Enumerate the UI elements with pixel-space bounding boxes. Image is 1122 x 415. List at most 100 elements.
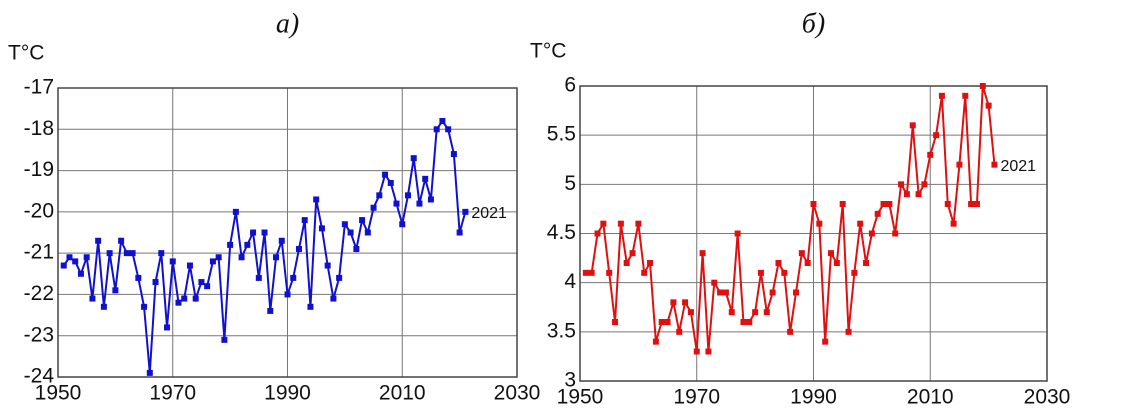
data-point xyxy=(979,83,986,89)
data-point xyxy=(594,230,601,237)
data-point xyxy=(588,269,595,276)
data-point xyxy=(301,217,308,224)
data-point xyxy=(227,241,234,248)
data-point xyxy=(676,328,683,335)
x-tick-label: 1950 xyxy=(35,382,82,405)
data-point xyxy=(95,237,102,244)
x-tick-label: 2010 xyxy=(379,382,426,405)
data-point xyxy=(439,118,446,125)
data-point xyxy=(874,210,881,217)
data-point xyxy=(991,161,998,168)
data-point xyxy=(629,250,636,257)
data-point xyxy=(66,254,73,261)
data-point xyxy=(427,196,434,203)
data-point xyxy=(238,254,245,261)
data-point xyxy=(353,246,360,253)
data-point xyxy=(670,299,677,306)
data-point xyxy=(985,102,992,109)
data-point xyxy=(711,279,718,286)
data-point xyxy=(606,269,613,276)
data-point xyxy=(60,262,67,269)
data-point xyxy=(141,303,148,310)
y-tick-label: -17 xyxy=(24,76,54,99)
y-tick-label: 3.5 xyxy=(547,319,576,342)
annotation: 2021 xyxy=(1000,158,1036,175)
y-tick-label: 4.5 xyxy=(547,221,576,244)
data-point xyxy=(956,161,963,168)
data-point xyxy=(393,200,400,207)
data-point xyxy=(600,220,607,227)
data-point xyxy=(816,220,823,227)
data-point xyxy=(456,229,463,236)
data-point xyxy=(582,269,589,276)
data-point xyxy=(763,309,770,316)
data-point xyxy=(416,200,423,207)
data-point xyxy=(740,319,747,325)
data-point xyxy=(857,220,864,227)
data-point xyxy=(307,303,314,310)
data-point xyxy=(757,269,764,276)
data-point xyxy=(682,299,689,306)
data-line xyxy=(62,119,467,373)
data-point xyxy=(318,225,325,232)
data-point xyxy=(410,155,417,162)
data-point xyxy=(664,319,671,325)
data-point xyxy=(892,230,899,237)
data-point xyxy=(181,295,188,302)
data-point xyxy=(944,201,951,207)
data-point xyxy=(221,336,228,343)
data-point xyxy=(886,201,893,207)
data-point xyxy=(968,201,975,207)
data-point xyxy=(769,289,776,296)
data-point xyxy=(232,208,239,215)
data-point xyxy=(250,229,257,236)
data-point xyxy=(921,181,928,188)
data-point xyxy=(278,237,285,244)
data-point xyxy=(909,122,916,129)
data-point xyxy=(445,126,452,133)
y-tick-label: -18 xyxy=(24,117,54,140)
data-point xyxy=(422,175,429,182)
data-point xyxy=(927,151,934,158)
y-tick-label: 6 xyxy=(564,74,576,97)
x-tick-label: 2030 xyxy=(1024,386,1071,409)
data-point xyxy=(330,295,337,302)
data-point xyxy=(433,126,440,133)
data-point xyxy=(186,262,193,269)
plot-border xyxy=(57,87,518,378)
x-tick-label: 2030 xyxy=(494,382,541,405)
data-point xyxy=(652,338,659,345)
data-point xyxy=(370,204,377,211)
data-point xyxy=(950,220,957,227)
x-tick-label: 1970 xyxy=(673,386,720,409)
data-point xyxy=(898,181,905,188)
data-point xyxy=(273,254,280,261)
data-point xyxy=(77,270,84,277)
data-point xyxy=(284,291,291,298)
data-point xyxy=(787,328,794,335)
data-point xyxy=(164,324,171,331)
data-point xyxy=(215,254,222,261)
data-point xyxy=(962,92,969,99)
data-point xyxy=(746,319,753,325)
data-point xyxy=(693,348,700,355)
y-tick-label: -23 xyxy=(24,323,54,346)
data-point xyxy=(198,279,205,286)
annotation: 2021 xyxy=(471,205,507,222)
data-point xyxy=(106,250,113,257)
y-tick-label: -19 xyxy=(24,158,54,181)
y-tick-label: 3 xyxy=(564,369,576,392)
data-point xyxy=(938,92,945,99)
data-point xyxy=(903,191,910,198)
data-point xyxy=(209,258,216,265)
data-point xyxy=(752,309,759,316)
data-point xyxy=(112,287,119,294)
y-tick-label: 4 xyxy=(564,270,576,293)
data-point xyxy=(129,250,136,257)
y-tick-label: -20 xyxy=(24,199,54,222)
y-tick-label: 5 xyxy=(564,172,576,195)
data-point xyxy=(169,258,176,265)
data-point xyxy=(152,279,159,286)
data-point xyxy=(244,241,251,248)
y-tick-label: -21 xyxy=(24,241,54,264)
